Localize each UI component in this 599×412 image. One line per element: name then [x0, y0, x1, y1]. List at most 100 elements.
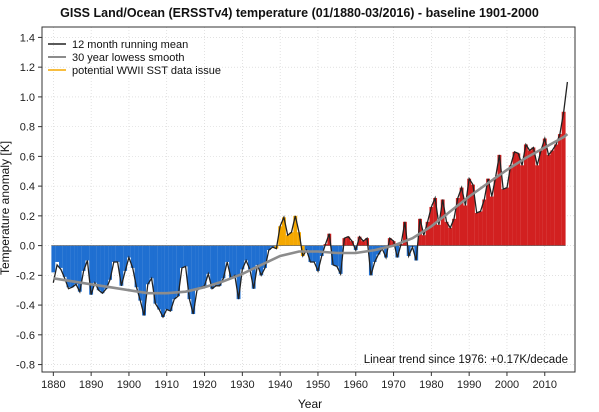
- anomaly-bar: [123, 245, 128, 271]
- anomaly-bar: [467, 178, 472, 246]
- anomaly-bar: [202, 245, 207, 286]
- anomaly-bar: [213, 245, 218, 286]
- anomaly-bar: [210, 245, 215, 289]
- anomaly-bar: [297, 232, 301, 246]
- anomaly-bar: [293, 215, 298, 246]
- x-tick-label: 1940: [268, 379, 292, 391]
- anomaly-bar: [217, 245, 222, 286]
- x-tick-label: 1990: [457, 379, 481, 391]
- anomaly-bar: [66, 245, 71, 288]
- anomaly-bar: [512, 151, 517, 246]
- trend-annotation: Linear trend since 1976: +0.17K/decade: [364, 354, 568, 366]
- anomaly-bar: [497, 154, 502, 246]
- anomaly-bar: [387, 238, 392, 246]
- plot-frame: [41, 26, 576, 373]
- y-tick-label: 0.6: [20, 151, 35, 163]
- anomaly-bar: [557, 134, 562, 246]
- anomaly-bar: [282, 217, 286, 246]
- y-tick-label: -0.8: [16, 360, 35, 372]
- anomaly-bar: [535, 165, 540, 246]
- anomaly-bar: [240, 245, 245, 270]
- x-axis-title: Year: [298, 397, 322, 411]
- y-tick-label: 0.0: [20, 241, 35, 253]
- anomaly-bar: [206, 245, 211, 274]
- anomaly-bar: [96, 245, 101, 291]
- x-tick-label: 1960: [344, 379, 368, 391]
- anomaly-bar: [81, 245, 86, 271]
- anomaly-bar: [115, 245, 120, 262]
- anomaly-bar: [440, 199, 445, 246]
- anomaly-bar: [482, 199, 487, 246]
- x-tick-label: 1880: [41, 379, 65, 391]
- anomaly-bar: [289, 232, 294, 246]
- anomaly-bar: [108, 245, 112, 280]
- anomaly-bar: [187, 245, 192, 300]
- y-tick-label: -0.6: [16, 330, 35, 342]
- anomaly-bar: [111, 245, 116, 262]
- x-tick-label: 1920: [192, 379, 216, 391]
- y-tick-label: -0.4: [16, 300, 35, 312]
- anomaly-bar: [452, 218, 456, 246]
- anomaly-bar: [316, 245, 320, 271]
- anomaly-bar: [550, 150, 555, 246]
- anomaly-bar: [229, 245, 233, 279]
- anomaly-bar: [312, 245, 317, 262]
- anomaly-bar: [501, 189, 506, 246]
- anomaly-bar: [542, 138, 547, 246]
- anomaly-bar: [353, 245, 358, 251]
- anomaly-bar: [149, 245, 154, 279]
- anomaly-bar: [142, 245, 146, 316]
- anomaly-bar: [334, 245, 339, 267]
- x-tick-label: 1980: [419, 379, 443, 391]
- anomaly-bar: [523, 144, 528, 246]
- anomaly-bar: [130, 245, 135, 268]
- anomaly-bar: [225, 245, 230, 262]
- x-tick-label: 1970: [381, 379, 405, 391]
- anomaly-bar: [161, 245, 165, 317]
- anomaly-bar: [508, 165, 513, 246]
- anomaly-bar: [255, 245, 260, 265]
- anomaly-bar: [58, 245, 63, 268]
- anomaly-bar: [176, 245, 181, 297]
- running-mean-line: [52, 81, 569, 319]
- y-tick-label: 1.2: [20, 62, 35, 74]
- x-tick-label: 1950: [306, 379, 330, 391]
- anomaly-bar: [145, 245, 150, 285]
- anomaly-bar: [444, 221, 449, 246]
- anomaly-bar: [70, 245, 75, 288]
- anomaly-bar: [164, 245, 169, 310]
- anomaly-bar: [327, 233, 332, 246]
- anomaly-bar: [448, 227, 453, 246]
- anomaly-bar: [338, 245, 343, 274]
- x-tick-label: 1910: [155, 379, 179, 391]
- anomaly-bar: [561, 111, 566, 246]
- y-tick-label: 0.8: [20, 122, 35, 134]
- legend-label: 30 year lowess smooth: [72, 52, 185, 64]
- anomaly-bar: [368, 245, 373, 276]
- anomaly-bar: [421, 235, 426, 246]
- anomaly-bar: [74, 245, 78, 285]
- chart-title: GISS Land/Ocean (ERSSTv4) temperature (0…: [60, 6, 539, 20]
- anomaly-bar: [350, 241, 354, 246]
- anomaly-bar: [259, 245, 264, 276]
- anomaly-bar: [308, 245, 313, 262]
- anomaly-bar: [104, 245, 109, 289]
- anomaly-bar: [285, 235, 290, 246]
- anomaly-bar: [546, 154, 551, 246]
- anomaly-bar: [236, 245, 241, 300]
- y-tick-label: -0.2: [16, 270, 35, 282]
- legend-label: 12 month running mean: [72, 39, 188, 51]
- anomaly-bar: [478, 211, 483, 246]
- anomaly-bar: [127, 245, 131, 258]
- anomaly-bar: [486, 178, 490, 246]
- lowess-smooth-line: [53, 133, 569, 295]
- anomaly-bar: [179, 245, 184, 268]
- anomaly-bar: [474, 212, 479, 246]
- anomaly-bar: [232, 245, 237, 276]
- anomaly-bar: [153, 245, 158, 304]
- anomaly-bar: [463, 205, 468, 246]
- anomaly-bar: [384, 245, 388, 258]
- y-axis-title: Temperature anomaly [K]: [0, 141, 12, 275]
- anomaly-bar: [77, 245, 82, 292]
